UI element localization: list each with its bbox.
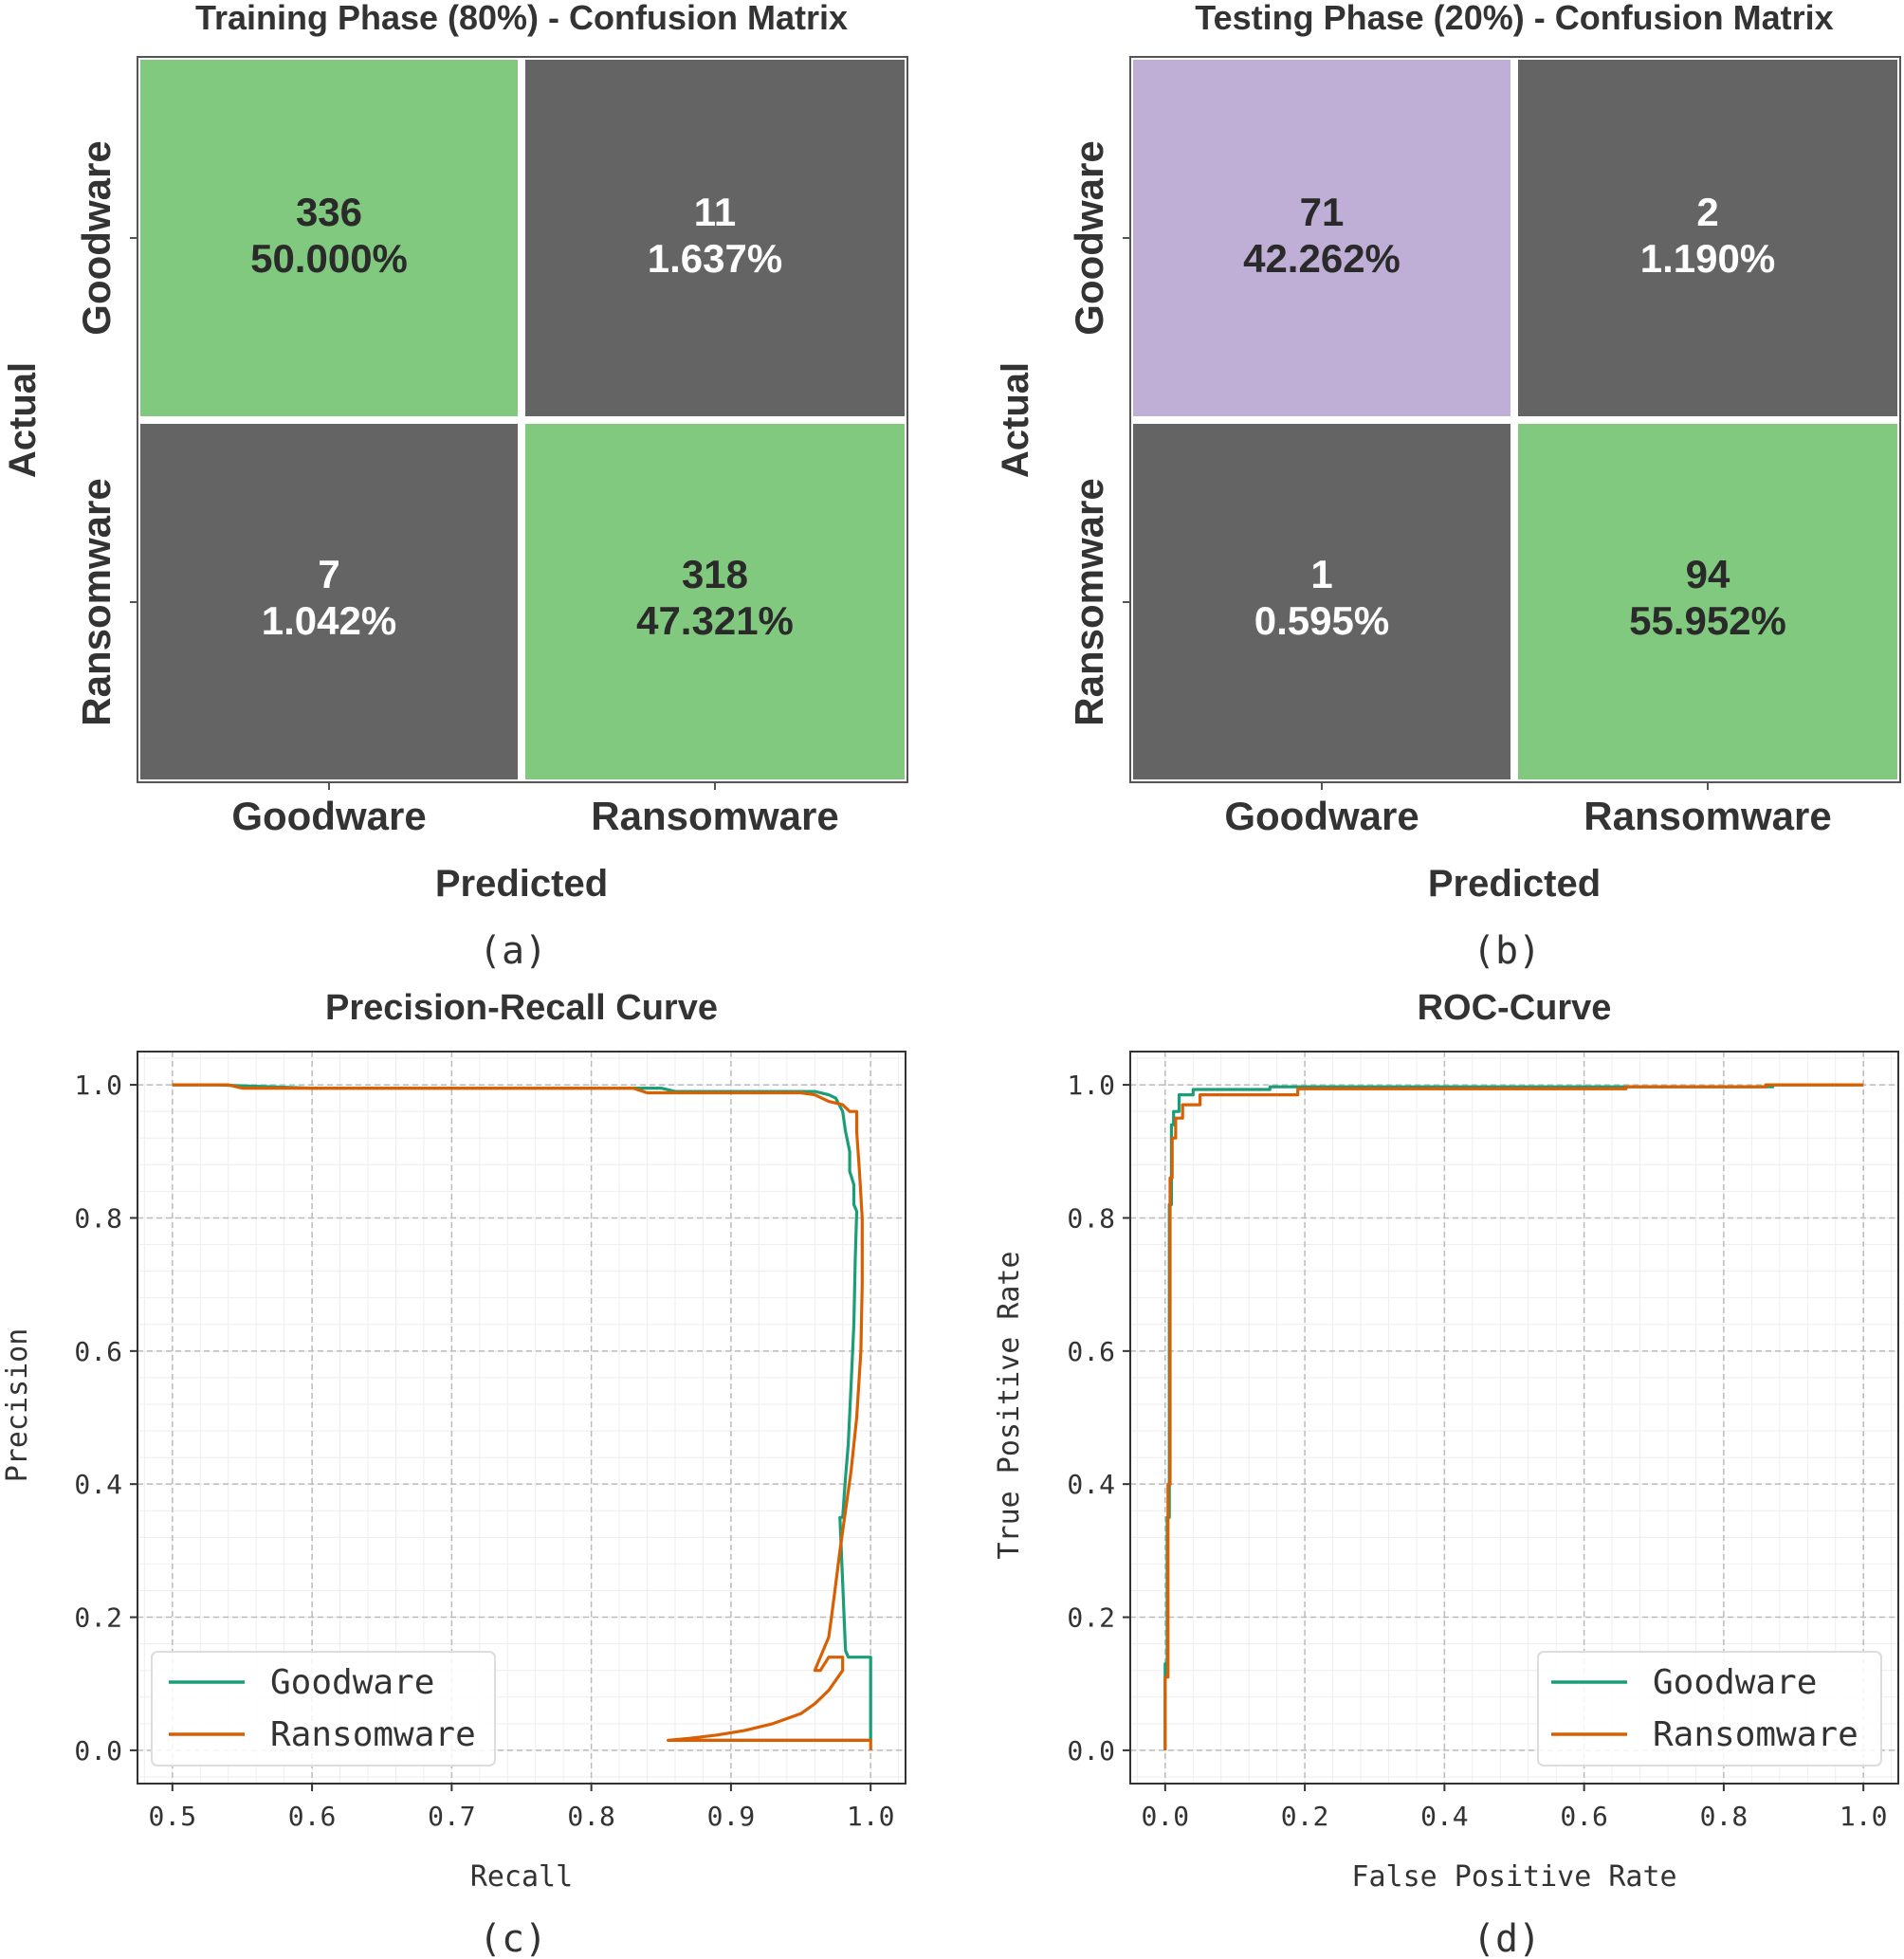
y-tick-label: 0.0 xyxy=(74,1735,122,1767)
y-tick-label: 0.0 xyxy=(1067,1735,1115,1767)
cell-percent: 1.637% xyxy=(648,236,782,281)
matrix-frame xyxy=(1129,56,1901,783)
y-tick-label: 0.6 xyxy=(74,1336,122,1367)
y-tick-label: 0.4 xyxy=(1067,1469,1115,1500)
x-tick-label: Ransomware xyxy=(591,794,838,838)
cell-percent: 47.321% xyxy=(636,598,794,643)
legend-label: Ransomware xyxy=(1653,1715,1858,1754)
x-tick-label: 0.4 xyxy=(1420,1801,1469,1832)
y-tick-label: 1.0 xyxy=(74,1070,122,1101)
matrix-cell xyxy=(525,424,905,779)
y-tick-label: Ransomware xyxy=(1067,478,1111,725)
x-axis-label: False Positive Rate xyxy=(1351,1860,1676,1894)
x-tick-label: 0.5 xyxy=(149,1801,197,1832)
caption-b: (b) xyxy=(1473,929,1541,973)
cell-count: 11 xyxy=(694,190,736,234)
matrix-cell xyxy=(1518,424,1897,779)
legend-label: Goodware xyxy=(270,1663,434,1702)
series-line-ransomware xyxy=(172,1083,872,1750)
matrix-cell xyxy=(1518,60,1897,416)
x-tick-label: 0.8 xyxy=(567,1801,615,1832)
roc-legend: Goodware Ransomware xyxy=(1537,1651,1882,1767)
legend-label: Ransomware xyxy=(270,1715,476,1754)
x-tick-label: 1.0 xyxy=(847,1801,895,1832)
x-axis-label: Recall xyxy=(470,1860,573,1894)
pr-legend: Goodware Ransomware xyxy=(151,1651,496,1767)
matrix-cell xyxy=(1133,60,1510,416)
x-tick-label: 0.7 xyxy=(428,1801,476,1832)
cell-percent: 55.952% xyxy=(1629,598,1786,643)
y-tick-label: 1.0 xyxy=(1067,1070,1115,1101)
training-matrix-title: Training Phase (80%) - Confusion Matrix xyxy=(195,0,848,37)
y-axis-label: Precision xyxy=(1,1328,34,1483)
cell-percent: 1.190% xyxy=(1640,236,1775,281)
y-tick-label: 0.8 xyxy=(74,1202,122,1234)
matrix-frame xyxy=(137,56,908,783)
roc-plot: ROC-Curve 0.0 0.2 0.4 0.6 0.8 1.0 0.0 0.2 0.4 0.6… xyxy=(993,988,1899,1894)
y-axis-label: Actual xyxy=(2,362,44,478)
y-tick-label: 0.2 xyxy=(1067,1602,1115,1634)
testing-matrix-title: Testing Phase (20%) - Confusion Matrix xyxy=(1195,0,1833,37)
cell-count: 2 xyxy=(1696,190,1718,234)
x-tick-label: 0.8 xyxy=(1700,1801,1748,1832)
cell-count: 336 xyxy=(296,190,362,234)
cell-count: 318 xyxy=(682,552,748,596)
cell-percent: 1.042% xyxy=(262,598,396,643)
x-tick-label: 0.0 xyxy=(1142,1801,1190,1832)
caption-c: (c) xyxy=(479,1917,547,1959)
y-tick-label: Goodware xyxy=(1067,140,1111,335)
x-tick-label: 0.9 xyxy=(707,1801,756,1832)
x-tick-label: 1.0 xyxy=(1840,1801,1888,1832)
caption-d: (d) xyxy=(1473,1917,1541,1959)
x-tick-label: Goodware xyxy=(1224,794,1419,838)
legend-label: Goodware xyxy=(1653,1663,1817,1702)
cell-count: 1 xyxy=(1310,552,1332,596)
x-tick-label: 0.6 xyxy=(288,1801,337,1832)
cell-percent: 50.000% xyxy=(250,236,408,281)
y-tick-label: Goodware xyxy=(74,140,119,335)
cell-count: 71 xyxy=(1300,190,1345,234)
series-line-ransomware xyxy=(1163,1083,1864,1750)
cell-percent: 42.262% xyxy=(1243,236,1401,281)
cell-count: 94 xyxy=(1686,552,1730,596)
x-tick-label: Ransomware xyxy=(1584,794,1831,838)
testing-confusion-matrix: Testing Phase (20%) - Confusion Matrix 7… xyxy=(995,0,1901,905)
x-axis-label: Predicted xyxy=(1428,863,1601,905)
y-axis-label: Actual xyxy=(995,362,1036,478)
precision-recall-plot: Precision-Recall Curve 0.5 0.6 0.7 0.8 0.9 1.… xyxy=(1,988,906,1894)
x-tick-label: Goodware xyxy=(231,794,426,838)
y-axis-label: True Positive Rate xyxy=(993,1251,1026,1559)
cell-count: 7 xyxy=(318,552,339,596)
roc-plot-title: ROC-Curve xyxy=(1418,988,1612,1028)
x-tick-label: 0.6 xyxy=(1560,1801,1608,1832)
y-tick-label: 0.6 xyxy=(1067,1336,1115,1367)
y-tick-label: 0.4 xyxy=(74,1469,122,1500)
matrix-cell xyxy=(140,60,518,416)
y-tick-label: 0.2 xyxy=(74,1602,122,1634)
x-tick-label: 0.2 xyxy=(1281,1801,1329,1832)
caption-a: (a) xyxy=(479,929,547,973)
y-tick-label: Ransomware xyxy=(74,478,119,725)
matrix-cell xyxy=(1133,424,1510,779)
matrix-cell xyxy=(140,424,518,779)
x-axis-label: Predicted xyxy=(435,863,608,905)
training-confusion-matrix: Training Phase (80%) - Confusion Matrix … xyxy=(2,0,908,905)
matrix-cell xyxy=(525,60,905,416)
y-tick-label: 0.8 xyxy=(1067,1202,1115,1234)
pr-plot-title: Precision-Recall Curve xyxy=(325,988,718,1028)
cell-percent: 0.595% xyxy=(1254,598,1389,643)
